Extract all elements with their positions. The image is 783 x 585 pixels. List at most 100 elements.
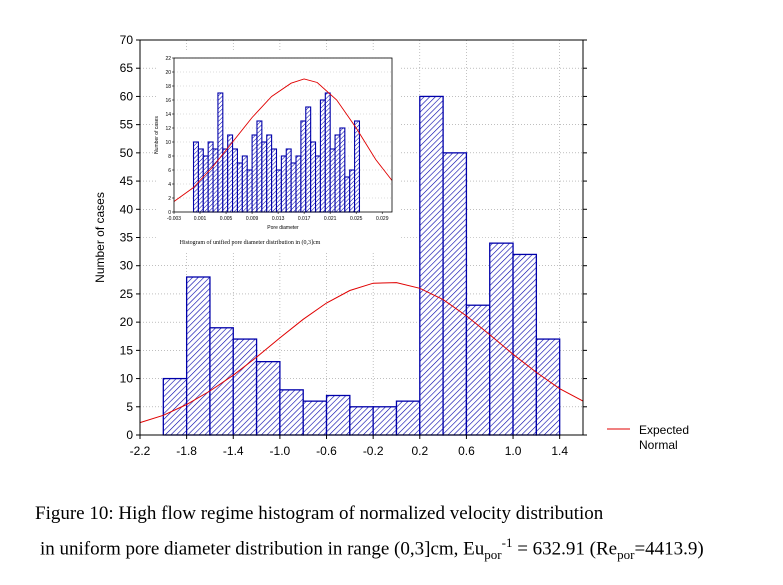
x-tick-label: -1.0 [270, 444, 291, 458]
legend-label-line2: Normal [639, 438, 678, 452]
inset-histogram-bar [285, 148, 292, 213]
inset-histogram-bar [295, 155, 302, 213]
caption-text-a: in uniform pore diameter distribution in… [40, 538, 485, 560]
inset-y-tick-label: 4 [168, 182, 171, 188]
normal-curve [139, 282, 584, 424]
histogram-bar [232, 338, 258, 436]
y-tick-label: 25 [120, 287, 134, 301]
inset-y-tick-label: 8 [168, 154, 171, 160]
inset-histogram-bar [280, 155, 287, 213]
inset-histogram-bar [354, 120, 361, 213]
x-tick-label: 0.6 [458, 444, 475, 458]
x-tick-label: -2.2 [130, 444, 151, 458]
histogram-bar [372, 406, 398, 436]
inset-histogram-bar [217, 92, 224, 213]
histogram-bar [419, 95, 444, 436]
inset-caption: Histogram of unified pore diameter distr… [180, 239, 321, 246]
histogram-bar [279, 389, 304, 436]
y-tick-label: 5 [126, 400, 133, 414]
inset-y-axis-label: Number of cases [154, 116, 160, 154]
x-tick-label: 1.4 [551, 444, 568, 458]
inset-background [156, 52, 400, 252]
inset-histogram-bar [271, 148, 278, 213]
main-curve [139, 282, 584, 424]
inset-x-tick-label: 0.001 [194, 216, 207, 222]
y-tick-label: 65 [120, 61, 134, 75]
caption-sub-1: por [484, 547, 502, 563]
inset-histogram-bar [212, 148, 219, 213]
histogram-bar [302, 400, 328, 436]
inset-histogram-bar [202, 155, 209, 213]
inset-x-tick-label: 0.013 [272, 216, 285, 222]
legend-label-line1: Expected [639, 423, 689, 437]
y-tick-label: 15 [120, 343, 134, 357]
inset-x-tick-label: 0.017 [298, 216, 311, 222]
inset-histogram-bar [334, 134, 341, 213]
inset-y-tick-label: 12 [165, 126, 171, 132]
histogram-bar [209, 327, 234, 436]
histogram-bar [395, 400, 421, 436]
inset-histogram-bar [324, 92, 331, 213]
inset-histogram-bar [207, 141, 214, 213]
inset-histogram-bar [319, 99, 326, 213]
histogram-bar [325, 394, 351, 436]
inset-x-tick-label: 0.025 [350, 216, 363, 222]
inset-histogram-bar [275, 169, 282, 213]
inset-histogram-bar [310, 141, 317, 213]
inset-histogram-bar [314, 155, 321, 213]
inset-x-tick-label: 0.009 [246, 216, 259, 222]
inset-frame [173, 57, 393, 213]
caption-text-b: = 632.91 (Re [512, 538, 618, 560]
inset-y-tick-label: 18 [165, 84, 171, 90]
inset-y-tick-label: 2 [168, 196, 171, 202]
inset-histogram-bar [251, 134, 258, 213]
inset-histogram-bar [300, 120, 307, 213]
inset-normal-curve [173, 78, 393, 202]
y-tick-label: 40 [120, 202, 134, 216]
x-tick-label: -0.6 [316, 444, 337, 458]
y-tick-label: 70 [120, 33, 134, 47]
inset-y-tick-label: 6 [168, 168, 171, 174]
figure-caption-line2: in uniform pore diameter distribution in… [40, 535, 783, 563]
histogram-bar [349, 406, 374, 436]
inset-histogram-bar [246, 169, 253, 213]
histogram-bar [535, 338, 561, 436]
y-tick-label: 55 [120, 118, 134, 132]
histogram-bar [489, 242, 514, 436]
inset-y-tick-label: 16 [165, 98, 171, 104]
y-tick-label: 35 [120, 231, 134, 245]
inset-histogram-bar [222, 148, 229, 213]
inset-histogram-bar [339, 127, 346, 213]
caption-sup: -1 [501, 535, 513, 550]
inset-histogram-bar [236, 162, 243, 213]
caption-sub-2: por [617, 547, 635, 563]
inset-y-tick-label: 0 [168, 210, 171, 216]
inset-histogram-bar [261, 141, 268, 213]
y-tick-label: 0 [126, 428, 133, 442]
caption-text-c: =4413.9) [634, 538, 704, 560]
y-tick-label: 10 [120, 372, 134, 386]
inset-x-axis-label: Pore diameter [267, 225, 299, 231]
histogram-bar [185, 276, 211, 436]
x-tick-label: -0.2 [363, 444, 384, 458]
inset-histogram-bar [256, 120, 263, 213]
histogram-bar [442, 152, 468, 436]
inset-histogram-bar [290, 162, 297, 213]
x-tick-label: -1.8 [176, 444, 197, 458]
inset-x-tick-label: 0.021 [324, 216, 337, 222]
inset-chart: 0 2 4 6 8 10 12 14 16 18 20 22 -0.003 0.001 0.005 0.009… [154, 52, 400, 252]
inset-histogram-bar [192, 141, 199, 213]
inset-y-tick-label: 14 [165, 112, 171, 118]
inset-y-tick-label: 20 [165, 70, 171, 76]
y-tick-label: 50 [120, 146, 134, 160]
inset-x-tick-label: 0.029 [376, 216, 389, 222]
inset-y-tick-label: 10 [165, 140, 171, 146]
y-tick-label: 45 [120, 174, 134, 188]
x-tick-label: -1.4 [223, 444, 244, 458]
y-axis-label: Number of cases [93, 192, 107, 283]
inset-histogram-bar [241, 155, 248, 213]
histogram-bar [512, 253, 538, 436]
